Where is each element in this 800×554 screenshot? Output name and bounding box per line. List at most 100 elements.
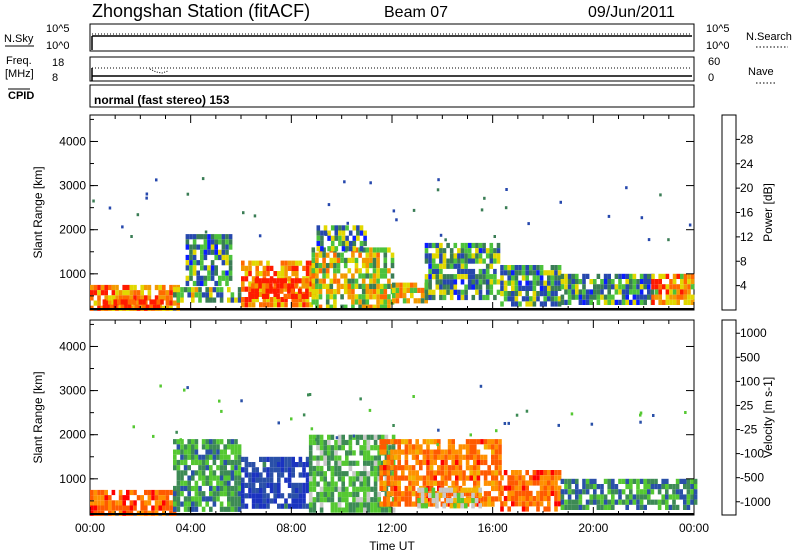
data-cell (191, 292, 195, 298)
data-cell (476, 439, 481, 445)
data-cell (308, 502, 313, 508)
data-cell (503, 285, 508, 291)
data-cell (449, 284, 454, 290)
data-cell (254, 288, 259, 294)
data-cell (356, 235, 360, 241)
data-cell (196, 244, 200, 250)
data-cell (212, 297, 217, 303)
data-cell (352, 476, 356, 482)
data-cell (230, 501, 235, 507)
data-cell (511, 296, 515, 302)
data-cell (455, 475, 459, 481)
data-cell (393, 491, 398, 497)
data-cell (487, 439, 491, 445)
data-cell (525, 275, 529, 281)
data-cell (690, 478, 694, 484)
data-cell (550, 275, 555, 281)
data-cell (363, 481, 367, 487)
data-cell (683, 499, 687, 505)
data-cell (90, 495, 94, 501)
colorbar-tick-label: -100 (740, 447, 764, 461)
data-cell (228, 270, 233, 276)
data-cell (457, 248, 461, 254)
data-cell (585, 478, 590, 484)
data-cell (575, 489, 579, 495)
data-cell (474, 487, 479, 493)
data-cell (237, 292, 242, 298)
data-cell (219, 501, 224, 507)
data-cell (255, 467, 259, 473)
data-cell (564, 279, 568, 285)
data-cell (262, 503, 267, 509)
data-cell (118, 500, 123, 506)
data-cell (550, 480, 555, 486)
data-cell (187, 454, 191, 460)
data-cell (621, 284, 626, 290)
data-cell (444, 454, 448, 460)
data-cell (465, 454, 470, 460)
data-cell (478, 294, 483, 301)
data-cell (358, 299, 362, 305)
data-cell (507, 475, 511, 481)
data-cell (318, 283, 323, 289)
data-cell (453, 242, 458, 249)
data-cell (680, 273, 684, 279)
data-cell (686, 494, 691, 500)
data-cell (404, 444, 409, 450)
data-cell (241, 482, 245, 488)
data-cell (393, 470, 398, 476)
data-cell (251, 503, 256, 509)
data-cell (225, 254, 229, 261)
data-cell (596, 494, 601, 500)
data-cell (393, 439, 398, 445)
data-cell (355, 502, 360, 508)
data-cell (209, 449, 213, 455)
data-cell (411, 485, 416, 492)
data-cell (476, 465, 481, 471)
data-cell (424, 279, 429, 285)
data-cell (259, 482, 263, 488)
data-cell (312, 471, 317, 477)
scatter-echo (242, 211, 245, 215)
data-cell (496, 258, 501, 264)
data-cell (503, 470, 508, 476)
data-cell (100, 495, 105, 501)
data-cell (489, 248, 494, 254)
data-cell (219, 459, 224, 466)
data-cell (437, 465, 441, 471)
data-cell (266, 260, 270, 266)
data-cell (557, 490, 562, 496)
data-cell (221, 239, 226, 245)
data-cell (386, 480, 391, 486)
data-cell (489, 279, 494, 285)
data-cell (198, 292, 202, 298)
data-cell (354, 268, 359, 274)
data-cell (397, 485, 401, 492)
data-cell (410, 282, 414, 288)
data-cell (379, 439, 383, 445)
scatter-echo (152, 434, 155, 438)
data-cell (251, 260, 256, 266)
data-cell (467, 274, 472, 280)
data-cell (363, 235, 367, 241)
data-cell (473, 449, 477, 455)
data-cell (693, 478, 698, 484)
data-cell (173, 287, 177, 293)
data-cell (444, 475, 448, 481)
data-cell (333, 278, 337, 284)
data-cell (465, 459, 470, 466)
data-cell (111, 505, 116, 511)
data-cell (411, 465, 416, 471)
data-cell (305, 271, 310, 277)
data-cell (241, 265, 245, 271)
data-cell (337, 445, 342, 451)
data-cell (230, 506, 235, 512)
data-cell (111, 290, 116, 296)
data-cell (511, 280, 515, 286)
data-cell (453, 274, 458, 280)
data-cell (589, 494, 593, 500)
data-cell (248, 291, 252, 297)
data-cell (424, 284, 429, 290)
data-cell (276, 283, 280, 289)
data-cell (397, 501, 401, 507)
